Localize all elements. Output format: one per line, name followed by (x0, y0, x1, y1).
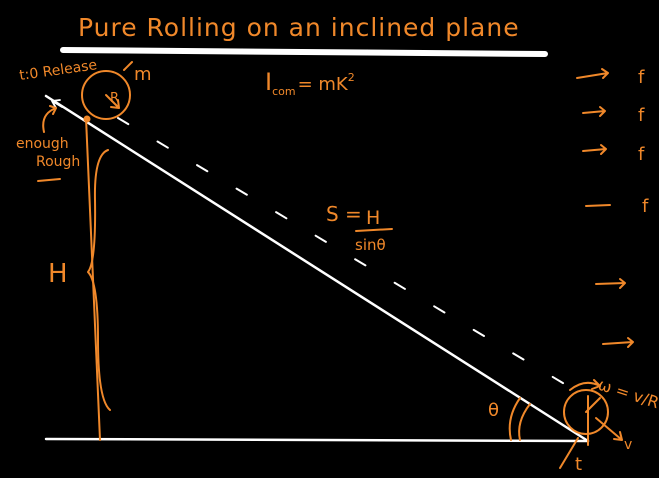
note-underline (37, 178, 61, 182)
omega-label: ω = v/R (596, 375, 659, 413)
title-underline (60, 47, 548, 57)
distance-label: S = (326, 202, 362, 226)
side-arrow-6 (602, 337, 634, 348)
side-arrow-2 (582, 106, 606, 117)
side-arrow-1 (576, 68, 609, 79)
radius-label: R (110, 91, 119, 106)
ball-at-top (81, 70, 131, 120)
distance-denominator: sinθ (355, 236, 386, 254)
ball-at-bottom (563, 389, 609, 435)
rotation-arc-icon (569, 379, 601, 391)
velocity-label: v (624, 437, 632, 453)
angle-arc-2 (518, 403, 531, 441)
velocity-arrow (595, 417, 623, 441)
side-arrow-5 (595, 278, 626, 289)
time-tick (559, 437, 579, 469)
title: Pure Rolling on an inclined plane (78, 13, 520, 42)
mass-pointer (123, 61, 133, 71)
side-mark-3: f (638, 144, 645, 165)
surface-note-line2: Rough (36, 154, 80, 170)
angle-arc-1 (508, 397, 521, 441)
moment-of-inertia-formula: Icom = mK2 (265, 68, 355, 98)
surface-note-line1: enough (16, 136, 69, 152)
note-arrow (42, 105, 57, 133)
height-label: H (48, 259, 68, 289)
ground-line (44, 437, 590, 443)
side-mark-4: f (642, 196, 649, 217)
side-mark-2: f (638, 105, 645, 126)
com-path-dashed (117, 117, 579, 393)
mass-label: m (134, 64, 152, 85)
fraction-bar (355, 228, 393, 232)
incline-plane (44, 94, 590, 443)
contact-point (83, 115, 91, 123)
time-label: t (575, 454, 582, 475)
side-arrow-3 (582, 144, 607, 155)
side-mark-1: f (638, 67, 645, 88)
height-brace (87, 149, 111, 411)
distance-numerator: H (366, 207, 380, 229)
side-arrow-4 (585, 204, 611, 207)
ball-top-radius (105, 94, 120, 109)
angle-label: θ (488, 400, 499, 421)
